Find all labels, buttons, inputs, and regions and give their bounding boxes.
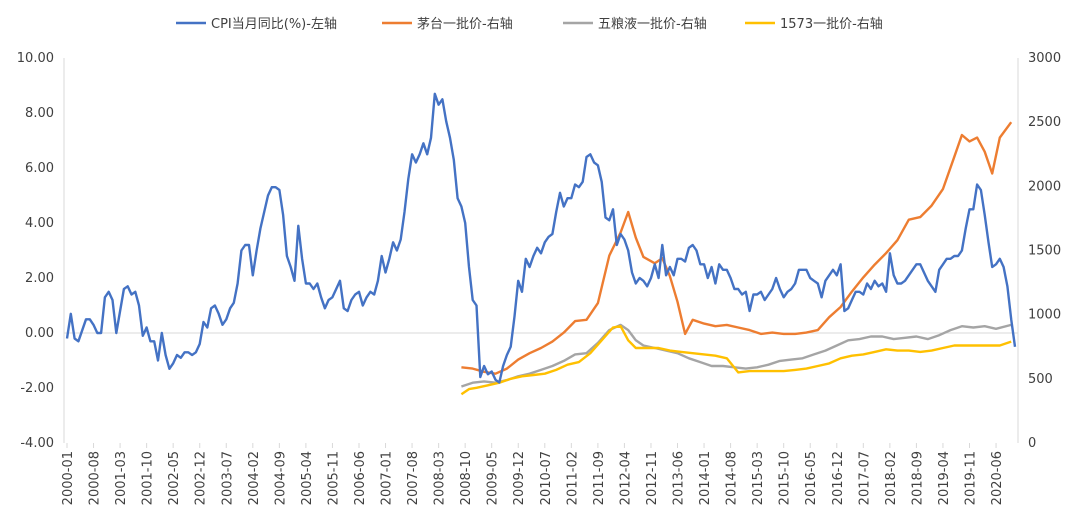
legend: CPI当月同比(%)-左轴 茅台一批价-右轴 五粮液一批价-右轴 1573一批价-右轴 [176,17,883,32]
x-tick-label: 2000-01 [61,451,76,505]
series-line-2 [461,121,1013,375]
x-tick-label: 2007-01 [380,451,395,505]
x-tick-label: 2015-03 [751,451,766,505]
x-tick-label: 2002-05 [167,451,182,505]
y-left-tick-label: 0.00 [25,326,54,341]
x-tick-label: 2005-04 [300,451,315,505]
x-tick-label: 2003-07 [220,451,235,505]
y-left-tick-label: 4.00 [25,216,54,231]
x-tick-label: 2014-01 [698,451,713,505]
x-tick-label: 2010-07 [539,451,554,505]
legend-label-1: CPI当月同比(%)-左轴 [211,17,337,32]
y-left-tick-label: 10.00 [17,51,54,66]
y-left-tick-label: 6.00 [25,161,54,176]
x-tick-label: 2004-09 [273,451,288,505]
x-tick-label: 2001-03 [114,451,129,505]
x-tick-label: 2009-05 [486,451,501,505]
plot-area [65,92,1017,396]
x-tick-label: 2017-07 [857,451,872,505]
x-tick-label: 2011-09 [592,451,607,505]
x-tick-label: 2020-06 [990,451,1005,505]
x-tick-label: 2018-02 [884,451,899,505]
x-tick-label: 2016-12 [831,451,846,505]
x-tick-label: 2013-06 [672,451,687,505]
x-tick-label: 2009-12 [512,451,527,505]
series-line-4 [460,325,1012,396]
legend-label-3: 五粮液一批价-右轴 [598,17,707,32]
y-left-tick-label: 8.00 [25,106,54,121]
x-tick-label: 2016-05 [804,451,819,505]
axes: -4.00 -2.00 0.00 2.00 4.00 6.00 8.00 10.00 0 500 1… [17,51,1061,505]
x-tick-label: 2005-11 [326,451,341,505]
x-tick-label: 2002-12 [194,451,209,505]
x-tick-label: 2014-08 [725,451,740,505]
x-tick-label: 2007-08 [406,451,421,505]
y-left-tick-label: -4.00 [20,436,54,451]
x-tick-label: 2000-08 [88,451,103,505]
x-tick-label: 2018-09 [910,451,925,505]
x-tick-label: 2012-11 [645,451,660,505]
y-right-tick-label: 2500 [1028,115,1061,130]
x-tick-label: 2011-02 [565,451,580,505]
x-tick-label: 2015-10 [778,451,793,505]
x-tick-label: 2019-11 [963,451,978,505]
y-right-tick-label: 1000 [1028,308,1061,323]
series-line-3 [461,323,1012,388]
y-right-tick-label: 0 [1028,436,1036,451]
x-tick-label: 2001-10 [141,451,156,505]
y-left-tick-label: 2.00 [25,271,54,286]
y-left-tick-label: -2.00 [20,381,54,396]
x-tick-label: 2008-03 [433,451,448,505]
series-line-1 [65,92,1017,384]
x-tick-label: 2004-02 [247,451,262,505]
x-tick-label: 2012-04 [618,451,633,505]
x-tick-label: 2008-10 [459,451,474,505]
y-right-tick-label: 3000 [1028,51,1061,66]
y-right-tick-label: 1500 [1028,244,1061,259]
x-tick-label: 2019-04 [937,451,952,505]
legend-label-4: 1573一批价-右轴 [780,17,883,32]
x-tick-label: 2006-06 [353,451,368,505]
legend-label-2: 茅台一批价-右轴 [417,17,513,32]
y-right-tick-label: 2000 [1028,179,1061,194]
y-right-tick-label: 500 [1028,372,1053,387]
